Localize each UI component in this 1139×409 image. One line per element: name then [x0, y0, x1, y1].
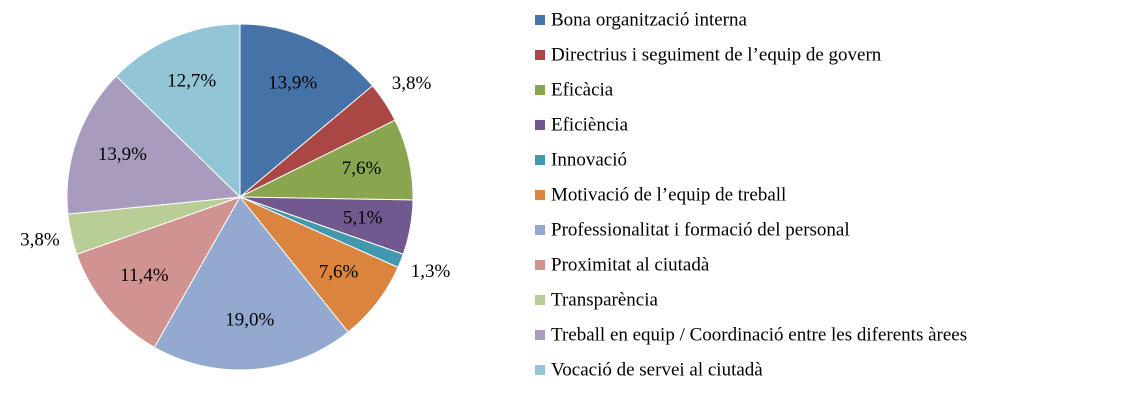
- data-label: 11,4%: [120, 265, 169, 286]
- data-label: 3,8%: [392, 73, 432, 94]
- legend-label: Motivació de l’equip de treball: [551, 184, 786, 205]
- legend-swatch: [535, 260, 545, 270]
- legend-swatch: [535, 225, 545, 235]
- data-label: 3,8%: [20, 230, 60, 251]
- data-label: 12,7%: [167, 71, 216, 92]
- data-label: 13,9%: [98, 144, 147, 165]
- data-label: 7,6%: [319, 261, 359, 282]
- pie-slice: [239, 23, 374, 199]
- legend-swatch: [535, 330, 545, 340]
- pie-slice: [66, 75, 242, 215]
- legend-swatch: [535, 190, 545, 200]
- pie-slice: [76, 196, 242, 349]
- legend-label: Directrius i seguiment de l’equip de gov…: [551, 44, 882, 65]
- data-label: 7,6%: [342, 158, 382, 179]
- legend-swatch: [535, 85, 545, 95]
- pie-slice: [153, 196, 349, 371]
- legend-swatch: [535, 50, 545, 60]
- legend-label: Vocació de servei al ciutadà: [551, 359, 763, 380]
- legend-label: Eficàcia: [551, 79, 614, 100]
- data-label: 5,1%: [343, 207, 383, 228]
- legend-label: Professionalitat i formació del personal: [551, 219, 850, 240]
- data-label: 19,0%: [225, 310, 274, 331]
- legend-label: Bona organització interna: [551, 9, 747, 30]
- legend-swatch: [535, 365, 545, 375]
- legend-label: Innovació: [551, 149, 627, 170]
- legend-swatch: [535, 295, 545, 305]
- legend-label: Eficiència: [551, 114, 629, 135]
- legend-swatch: [535, 120, 545, 130]
- legend-label: Transparència: [551, 289, 658, 310]
- data-label: 13,9%: [268, 72, 317, 93]
- legend-label: Proximitat al ciutadà: [551, 254, 710, 275]
- legend-label: Treball en equip / Coordinació entre les…: [551, 324, 967, 345]
- data-label: 1,3%: [411, 261, 451, 282]
- legend-swatch: [535, 155, 545, 165]
- legend-swatch: [535, 15, 545, 25]
- pie-slice: [115, 23, 241, 199]
